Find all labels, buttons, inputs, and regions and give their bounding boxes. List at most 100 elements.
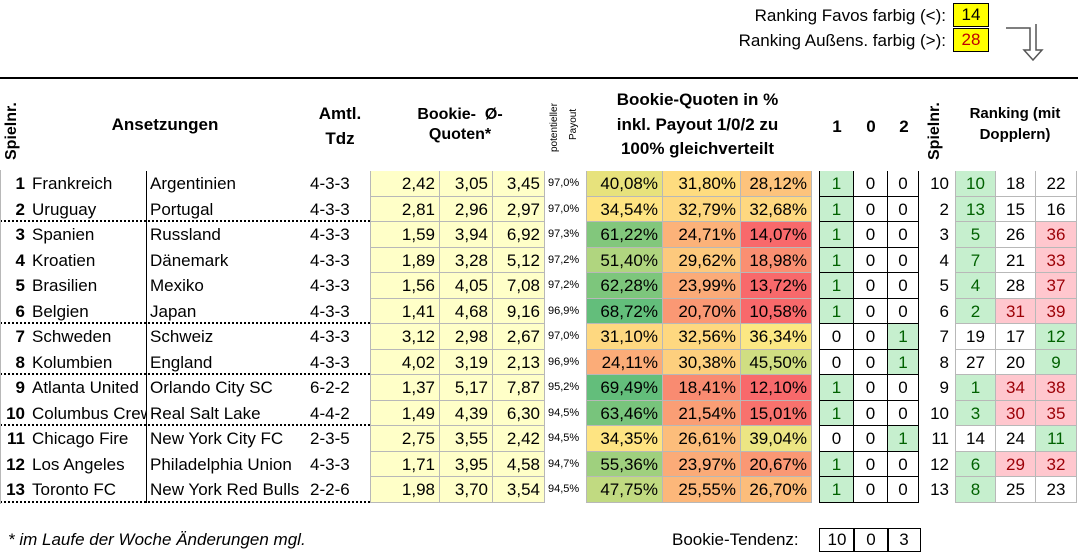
pct-1-cell[interactable]: 24,11% (586, 349, 662, 375)
rank-2-cell[interactable]: 37 (1035, 273, 1077, 299)
home-team-cell[interactable]: Columbus Crew (32, 403, 146, 423)
pct-1-cell[interactable]: 68,72% (586, 298, 662, 324)
tip-2-cell[interactable]: 0 (887, 247, 919, 273)
tip-2-cell[interactable]: 0 (887, 298, 919, 324)
spielnr-2-cell[interactable]: 13 (930, 480, 949, 499)
spielnr-2-cell[interactable]: 12 (930, 454, 949, 474)
tdz-cell[interactable]: 4-3-3 (310, 352, 350, 372)
tip-1-cell[interactable]: 1 (819, 400, 853, 426)
quote-0-cell[interactable]: 4,39 (439, 400, 492, 426)
tip-1-cell[interactable]: 1 (819, 247, 853, 273)
pct-0-cell[interactable]: 32,79% (662, 196, 740, 222)
payout-cell[interactable]: 97,0% (548, 202, 580, 215)
tip-0-cell[interactable]: 0 (853, 196, 887, 222)
spielnr-cell[interactable]: 10 (6, 403, 25, 423)
quote-2-cell[interactable]: 2,67 (492, 324, 545, 350)
spielnr-2-cell[interactable]: 9 (939, 378, 949, 397)
pct-2-cell[interactable]: 12,10% (740, 375, 812, 401)
tdz-cell[interactable]: 4-3-3 (310, 276, 350, 295)
tip-1-cell[interactable]: 1 (819, 375, 853, 401)
pct-0-cell[interactable]: 23,99% (662, 273, 740, 299)
pct-2-cell[interactable]: 10,58% (740, 298, 812, 324)
tip-2-cell[interactable]: 0 (887, 196, 919, 222)
tip-1-cell[interactable]: 1 (819, 171, 853, 197)
pct-0-cell[interactable]: 29,62% (662, 247, 740, 273)
rank-0-cell[interactable]: 34 (995, 375, 1035, 401)
home-team-cell[interactable]: Belgien (32, 301, 89, 321)
home-team-cell[interactable]: Spanien (32, 225, 95, 244)
away-team-cell[interactable]: Russland (146, 222, 304, 248)
tip-2-cell[interactable]: 0 (887, 400, 919, 426)
pct-0-cell[interactable]: 25,55% (662, 477, 740, 503)
rank-1-cell[interactable]: 1 (955, 375, 995, 401)
tip-1-cell[interactable]: 0 (819, 426, 853, 452)
spielnr-cell[interactable]: 9 (15, 378, 25, 397)
pct-1-cell[interactable]: 34,54% (586, 196, 662, 222)
quote-0-cell[interactable]: 2,96 (439, 196, 492, 222)
pct-1-cell[interactable]: 51,40% (586, 247, 662, 273)
tip-1-cell[interactable]: 0 (819, 324, 853, 350)
tdz-cell[interactable]: 2-2-6 (310, 480, 350, 499)
quote-2-cell[interactable]: 4,58 (492, 451, 545, 477)
quote-0-cell[interactable]: 4,68 (439, 298, 492, 324)
rank-1-cell[interactable]: 13 (955, 196, 995, 222)
away-team-cell[interactable]: Philadelphia Union (146, 451, 304, 477)
pct-1-cell[interactable]: 40,08% (586, 171, 662, 197)
rank-2-cell[interactable]: 9 (1035, 349, 1077, 375)
quote-1-cell[interactable]: 1,71 (370, 451, 439, 477)
pct-0-cell[interactable]: 18,41% (662, 375, 740, 401)
rank-0-cell[interactable]: 31 (995, 298, 1035, 324)
tip-0-cell[interactable]: 0 (853, 400, 887, 426)
rank-0-cell[interactable]: 21 (995, 247, 1035, 273)
quote-1-cell[interactable]: 2,42 (370, 171, 439, 197)
quote-1-cell[interactable]: 4,02 (370, 349, 439, 375)
spielnr-2-cell[interactable]: 10 (930, 174, 949, 193)
rank-2-cell[interactable]: 39 (1035, 298, 1077, 324)
home-team-cell[interactable]: Chicago Fire (32, 429, 129, 448)
tip-2-cell[interactable]: 0 (887, 222, 919, 248)
rank-2-cell[interactable]: 32 (1035, 451, 1077, 477)
quote-0-cell[interactable]: 3,55 (439, 426, 492, 452)
pct-1-cell[interactable]: 34,35% (586, 426, 662, 452)
tip-1-cell[interactable]: 0 (819, 349, 853, 375)
rank-1-cell[interactable]: 2 (955, 298, 995, 324)
rank-0-cell[interactable]: 24 (995, 426, 1035, 452)
pct-2-cell[interactable]: 28,12% (740, 171, 812, 197)
pct-0-cell[interactable]: 32,56% (662, 324, 740, 350)
pct-1-cell[interactable]: 55,36% (586, 451, 662, 477)
tip-0-cell[interactable]: 0 (853, 298, 887, 324)
quote-0-cell[interactable]: 3,19 (439, 349, 492, 375)
quote-1-cell[interactable]: 1,49 (370, 400, 439, 426)
pct-1-cell[interactable]: 31,10% (586, 324, 662, 350)
tip-0-cell[interactable]: 0 (853, 171, 887, 197)
rank-0-cell[interactable]: 25 (995, 477, 1035, 503)
rank-0-cell[interactable]: 26 (995, 222, 1035, 248)
ranking-favos-value[interactable]: 14 (953, 3, 989, 27)
rank-2-cell[interactable]: 22 (1035, 171, 1077, 197)
quote-0-cell[interactable]: 4,05 (439, 273, 492, 299)
away-team-cell[interactable]: Dänemark (146, 247, 304, 273)
away-team-cell[interactable]: New York City FC (146, 426, 304, 452)
pct-2-cell[interactable]: 32,68% (740, 196, 812, 222)
quote-0-cell[interactable]: 3,05 (439, 171, 492, 197)
ranking-aussen-value[interactable]: 28 (953, 28, 989, 52)
quote-1-cell[interactable]: 1,98 (370, 477, 439, 503)
home-team-cell[interactable]: Uruguay (32, 199, 97, 219)
quote-2-cell[interactable]: 5,12 (492, 247, 545, 273)
tip-2-cell[interactable]: 1 (887, 349, 919, 375)
quote-1-cell[interactable]: 1,89 (370, 247, 439, 273)
tip-0-cell[interactable]: 0 (853, 426, 887, 452)
pct-2-cell[interactable]: 26,70% (740, 477, 812, 503)
rank-1-cell[interactable]: 5 (955, 222, 995, 248)
rank-2-cell[interactable]: 23 (1035, 477, 1077, 503)
away-team-cell[interactable]: Orlando City SC (146, 375, 304, 401)
quote-2-cell[interactable]: 6,92 (492, 222, 545, 248)
spielnr-2-cell[interactable]: 8 (939, 352, 949, 372)
away-team-cell[interactable]: Schweiz (146, 324, 304, 350)
tip-0-cell[interactable]: 0 (853, 375, 887, 401)
quote-2-cell[interactable]: 3,45 (492, 171, 545, 197)
spielnr-cell[interactable]: 5 (15, 276, 25, 295)
spielnr-2-cell[interactable]: 11 (931, 429, 949, 448)
pct-0-cell[interactable]: 21,54% (662, 400, 740, 426)
tip-1-cell[interactable]: 1 (819, 477, 853, 503)
